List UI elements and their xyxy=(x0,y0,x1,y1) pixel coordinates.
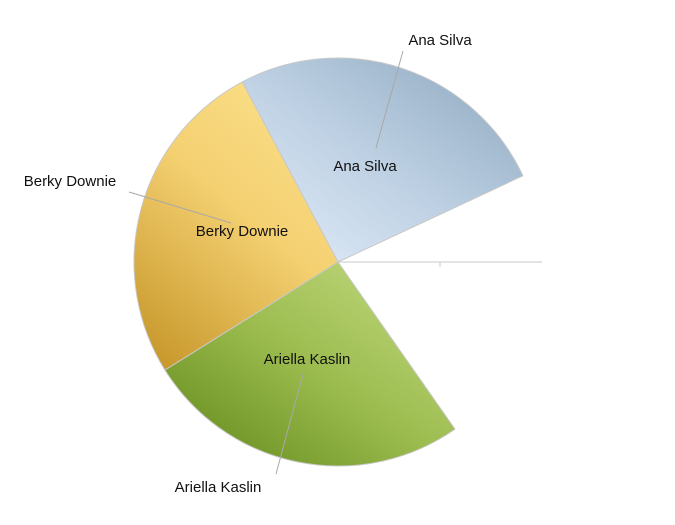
leader-line xyxy=(128,191,232,224)
slice-label-inner: Berky Downie xyxy=(196,223,289,240)
pie-slice-ariella-kaslin xyxy=(164,261,456,467)
slice-label-outer: Ariella Kaslin xyxy=(175,479,262,496)
slice-label-inner: Ariella Kaslin xyxy=(264,351,351,368)
leader-line xyxy=(375,50,404,149)
slice-label-outer: Ana Silva xyxy=(408,32,472,49)
pie-slice-ana-silva xyxy=(241,57,524,263)
pie-slice-berky-downie xyxy=(133,81,339,371)
leader-line xyxy=(275,373,304,475)
slice-label-outer: Berky Downie xyxy=(24,173,117,190)
slice-label-inner: Ana Silva xyxy=(333,158,397,175)
